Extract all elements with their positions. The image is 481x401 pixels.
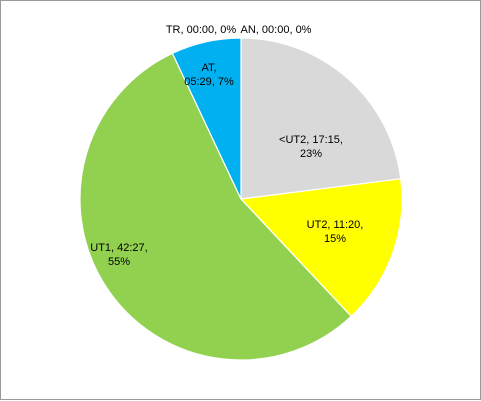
data-label-tr: TR, 00:00, 0% — [166, 24, 237, 36]
pie-slice-ut2 — [240, 37, 402, 200]
pie-slice-ut2 — [239, 178, 403, 318]
data-label-at: AT, 05:29, 7% — [184, 62, 234, 88]
data-label-ut1: UT1, 42:27, 55% — [90, 242, 147, 268]
data-label-ut2: <UT2, 17:15, 23% — [279, 134, 343, 160]
pie-slice-at — [171, 37, 242, 200]
data-label-an: AN, 00:00, 0% — [241, 24, 312, 36]
pie-slice-ut1 — [79, 52, 353, 361]
data-label-ut2: UT2, 11:20, 15% — [307, 219, 364, 245]
